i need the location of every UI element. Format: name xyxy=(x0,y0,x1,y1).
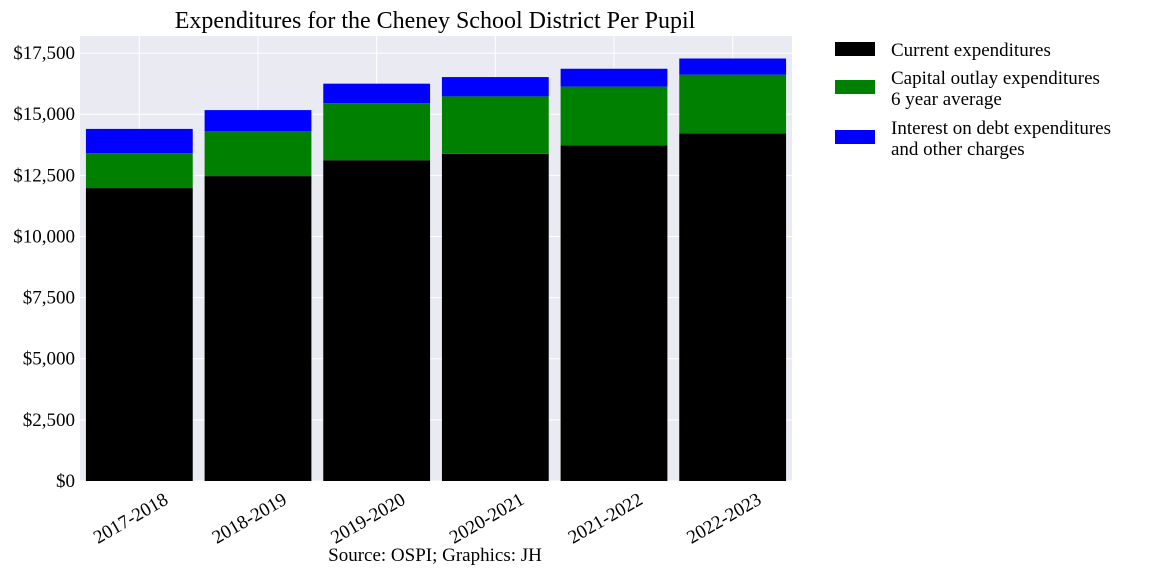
x-tick-label: 2018-2019 xyxy=(209,489,291,548)
bar-current-2021-2022 xyxy=(560,145,668,482)
y-tick-label: $15,000 xyxy=(13,104,75,125)
bar-current-2020-2021 xyxy=(441,153,549,481)
plot-area xyxy=(80,36,792,481)
legend-swatch xyxy=(835,80,875,94)
legend-label: Interest on debt expenditures xyxy=(891,118,1111,139)
legend-swatch xyxy=(835,130,875,144)
y-tick-label: $0 xyxy=(56,471,75,492)
legend-label: 6 year average xyxy=(891,89,1002,110)
chart-title: Expenditures for the Cheney School Distr… xyxy=(175,8,696,34)
bar-capital-2019-2020 xyxy=(323,103,431,161)
bar-capital-2020-2021 xyxy=(441,96,549,154)
bar-interest-2018-2019 xyxy=(204,110,312,132)
legend-label: Current expenditures xyxy=(891,40,1051,61)
y-tick-label: $10,000 xyxy=(13,226,75,247)
legend-label: and other charges xyxy=(891,139,1025,160)
bars xyxy=(85,58,787,482)
x-tick-label: 2021-2022 xyxy=(565,489,647,548)
y-tick-label: $7,500 xyxy=(23,288,75,309)
y-tick-label: $17,500 xyxy=(13,43,75,64)
legend: Current expenditures Capital outlay expen… xyxy=(835,40,1111,160)
legend-label: Capital outlay expenditures xyxy=(891,68,1100,89)
y-tick-label: $5,000 xyxy=(23,349,75,370)
bar-current-2019-2020 xyxy=(323,160,431,481)
bar-current-2018-2019 xyxy=(204,176,312,481)
bar-interest-2021-2022 xyxy=(560,68,668,87)
x-tick-label: 2020-2021 xyxy=(446,489,528,548)
bar-capital-2018-2019 xyxy=(204,131,312,177)
legend-swatch xyxy=(835,42,875,56)
bar-interest-2019-2020 xyxy=(323,83,431,104)
y-axis-ticks: $0 $2,500 $5,000 $7,500 $10,000 $12,500 $15,00… xyxy=(13,43,75,492)
y-tick-label: $12,500 xyxy=(13,165,75,186)
x-tick-label: 2019-2020 xyxy=(327,489,409,548)
bar-current-2022-2023 xyxy=(679,133,787,482)
y-tick-label: $2,500 xyxy=(23,410,75,431)
bar-capital-2022-2023 xyxy=(679,74,787,134)
x-axis-ticks: 2017-2018 2018-2019 2019-2020 2020-2021 2021… xyxy=(90,489,765,548)
bar-interest-2017-2018 xyxy=(85,128,193,154)
bar-capital-2021-2022 xyxy=(560,86,668,146)
bar-interest-2022-2023 xyxy=(679,58,787,75)
source-caption: Source: OSPI; Graphics: JH xyxy=(328,545,542,566)
bar-capital-2017-2018 xyxy=(85,153,193,189)
bar-interest-2020-2021 xyxy=(441,77,549,97)
x-tick-label: 2017-2018 xyxy=(90,489,172,548)
x-tick-label: 2022-2023 xyxy=(683,489,765,548)
bar-current-2017-2018 xyxy=(85,188,193,482)
